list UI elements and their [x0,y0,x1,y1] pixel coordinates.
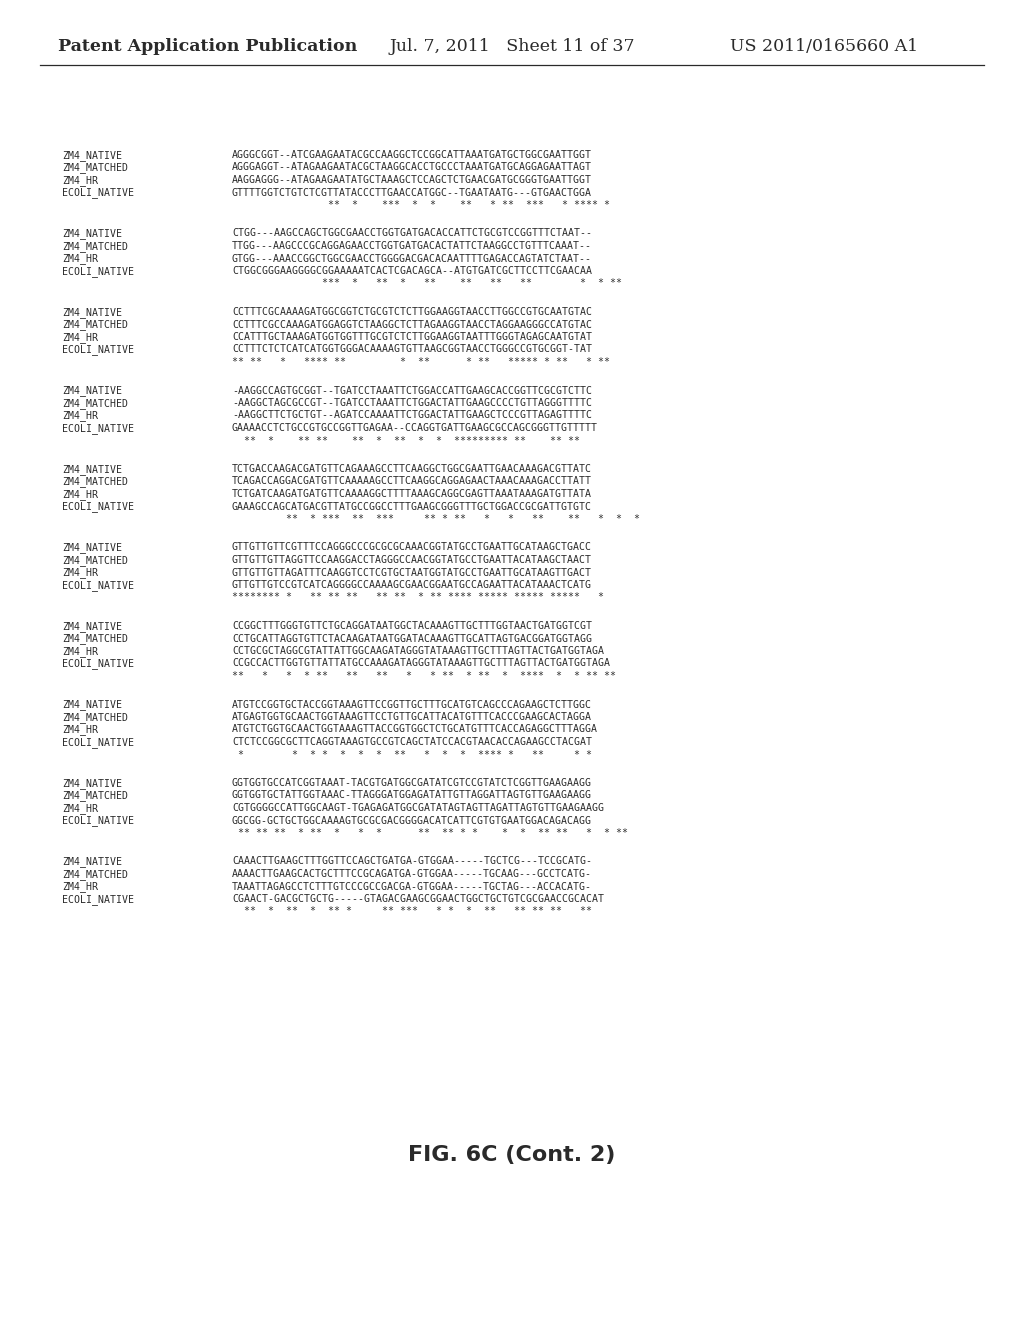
Text: ECOLI_NATIVE: ECOLI_NATIVE [62,422,134,434]
Text: ZM4_NATIVE: ZM4_NATIVE [62,465,122,475]
Text: ZM4_MATCHED: ZM4_MATCHED [62,242,128,252]
Text: CGTGGGGCCATTGGCAAGT-TGAGAGATGGCGATATAGTAGTTAGATTAGTGTTGAAGAAGG: CGTGGGGCCATTGGCAAGT-TGAGAGATGGCGATATAGTA… [232,803,604,813]
Text: CCGCCACTTGGTGTTATTATGCCAAAGATAGGGTATAAAGTTGCTTTAGTTACTGATGGTAGA: CCGCCACTTGGTGTTATTATGCCAAAGATAGGGTATAAAG… [232,659,610,668]
Text: ZM4_MATCHED: ZM4_MATCHED [62,554,128,566]
Text: CCTTTCGCAAAAGATGGCGGTCTGCGTCTCTTGGAAGGTAACCTTGGCCGTGCAATGTAC: CCTTTCGCAAAAGATGGCGGTCTGCGTCTCTTGGAAGGTA… [232,308,592,317]
Text: CAAACTTGAAGCTTTGGTTCCAGCTGATGA-GTGGAA-----TGCTCG---TCCGCATG-: CAAACTTGAAGCTTTGGTTCCAGCTGATGA-GTGGAA---… [232,857,592,866]
Text: **  *    ** **    **  *  **  *  *  ********* **    ** **: ** * ** ** ** * ** * * ********* ** ** *… [232,436,580,446]
Text: -AAGGCCAGTGCGGT--TGATCCTAAATTCTGGACCATTGAAGCACCGGTTCGCGTCTTC: -AAGGCCAGTGCGGT--TGATCCTAAATTCTGGACCATTG… [232,385,592,396]
Text: GGCGG-GCTGCTGGCAAAAGTGCGCGACGGGGACATCATTCGTGTGAATGGACAGACAGG: GGCGG-GCTGCTGGCAAAAGTGCGCGACGGGGACATCATT… [232,816,592,825]
Text: CCTGCATTAGGTGTTCTACAAGATAATGGATACAAAGTTGCATTAGTGACGGATGGTAGG: CCTGCATTAGGTGTTCTACAAGATAATGGATACAAAGTTG… [232,634,592,644]
Text: ******** *   ** ** **   ** **  * ** **** ***** ***** *****   *: ******** * ** ** ** ** ** * ** **** ****… [232,593,610,602]
Text: ZM4_MATCHED: ZM4_MATCHED [62,477,128,487]
Text: ZM4_HR: ZM4_HR [62,882,98,892]
Text: ZM4_HR: ZM4_HR [62,176,98,186]
Text: ECOLI_NATIVE: ECOLI_NATIVE [62,579,134,591]
Text: ZM4_HR: ZM4_HR [62,645,98,657]
Text: AGGGCGGT--ATCGAAGAATACGCCAAGGCTCCGGCATTAAATGATGCTGGCGAATTGGT: AGGGCGGT--ATCGAAGAATACGCCAAGGCTCCGGCATTA… [232,150,592,160]
Text: ***  *   **  *   **    **   **   **        *  * **: *** * ** * ** ** ** ** * * ** [232,279,622,289]
Text: ZM4_NATIVE: ZM4_NATIVE [62,700,122,710]
Text: GTTTTGGTCTGTCTCGTTATACCCTTGAACCATGGC--TGAATAATG---GTGAACTGGA: GTTTTGGTCTGTCTCGTTATACCCTTGAACCATGGC--TG… [232,187,592,198]
Text: ZM4_HR: ZM4_HR [62,568,98,578]
Text: US 2011/0165660 A1: US 2011/0165660 A1 [730,38,919,55]
Text: -AAGGCTTCTGCTGT--AGATCCAAAATTCTGGACTATTGAAGCTCCCGTTAGAGTTTTC: -AAGGCTTCTGCTGT--AGATCCAAAATTCTGGACTATTG… [232,411,592,421]
Text: CGAACT-GACGCTGCTG-----GTAGACGAAGCGGAACTGGCTGCTGTCGCGAACCGCACAT: CGAACT-GACGCTGCTG-----GTAGACGAAGCGGAACTG… [232,894,604,904]
Text: TTGG---AAGCCCGCAGGAGAACCTGGTGATGACACTATTCTAAGGCCTGTTTCAAAT--: TTGG---AAGCCCGCAGGAGAACCTGGTGATGACACTATT… [232,242,592,251]
Text: ZM4_HR: ZM4_HR [62,488,98,500]
Text: **  *    ***  *  *    **   * **  ***   * **** *: ** * *** * * ** * ** *** * **** * [232,201,616,210]
Text: ATGTCTGGTGCAACTGGTAAAGTTACCGGTGGCTCTGCATGTTTCACCAGAGGCTTTAGGA: ATGTCTGGTGCAACTGGTAAAGTTACCGGTGGCTCTGCAT… [232,725,598,734]
Text: ZM4_HR: ZM4_HR [62,803,98,814]
Text: AAGGAGGG--ATAGAAGAATATGCTAAAGCTCCAGCTCTGAACGATGCGGGTGAATTGGT: AAGGAGGG--ATAGAAGAATATGCTAAAGCTCCAGCTCTG… [232,176,592,185]
Text: Patent Application Publication: Patent Application Publication [58,38,357,55]
Text: ECOLI_NATIVE: ECOLI_NATIVE [62,894,134,906]
Text: GTTGTTGTTAGATTTCAAGGTCCTCGTGCTAATGGTATGCCTGAATTGCATAAGTTGACT: GTTGTTGTTAGATTTCAAGGTCCTCGTGCTAATGGTATGC… [232,568,592,578]
Text: ZM4_HR: ZM4_HR [62,333,98,343]
Text: ZM4_MATCHED: ZM4_MATCHED [62,711,128,723]
Text: CTGGCGGGAAGGGGCGGAAAAATCACTCGACAGCA--ATGTGATCGCTTCCTTCGAACAA: CTGGCGGGAAGGGGCGGAAAAATCACTCGACAGCA--ATG… [232,267,592,276]
Text: ZM4_NATIVE: ZM4_NATIVE [62,308,122,318]
Text: ZM4_MATCHED: ZM4_MATCHED [62,869,128,880]
Text: AAAACTTGAAGCACTGCTTTCCGCAGATGA-GTGGAA-----TGCAAG---GCCTCATG-: AAAACTTGAAGCACTGCTTTCCGCAGATGA-GTGGAA---… [232,869,592,879]
Text: ECOLI_NATIVE: ECOLI_NATIVE [62,816,134,826]
Text: CTCTCCGGCGCTTCAGGTAAAGTGCCGTCAGCTATCCACGTAACACCAGAAGCCTACGAT: CTCTCCGGCGCTTCAGGTAAAGTGCCGTCAGCTATCCACG… [232,737,592,747]
Text: GAAAACCTCTGCCGTGCCGGTTGAGAA--CCAGGTGATTGAAGCGCCAGCGGGTTGTTTTT: GAAAACCTCTGCCGTGCCGGTTGAGAA--CCAGGTGATTG… [232,422,598,433]
Text: GTTGTTGTTAGGTTCCAAGGACCTAGGGCCAACGGTATGCCTGAATTACATAAGCTAACT: GTTGTTGTTAGGTTCCAAGGACCTAGGGCCAACGGTATGC… [232,554,592,565]
Text: TCTGATCAAGATGATGTTCAAAAGGCTTTTAAAGCAGGCGAGTTAAATAAAGATGTTATA: TCTGATCAAGATGATGTTCAAAAGGCTTTTAAAGCAGGCG… [232,488,592,499]
Text: CCTGCGCTAGGCGTATTATTGGCAAGATAGGGTATAAAGTTGCTTTAGTTACTGATGGTAGA: CCTGCGCTAGGCGTATTATTGGCAAGATAGGGTATAAAGT… [232,645,604,656]
Text: ECOLI_NATIVE: ECOLI_NATIVE [62,267,134,277]
Text: ATGTCCGGTGCTACCGGTAAAGTTCCGGTTGCTTTGCATGTCAGCCCAGAAGCTCTTGGC: ATGTCCGGTGCTACCGGTAAAGTTCCGGTTGCTTTGCATG… [232,700,592,710]
Text: GGTGGTGCCATCGGTAAAT-TACGTGATGGCGATATCGTCCGTATCTCGGTTGAAGAAGG: GGTGGTGCCATCGGTAAAT-TACGTGATGGCGATATCGTC… [232,777,592,788]
Text: ZM4_NATIVE: ZM4_NATIVE [62,150,122,161]
Text: **  * ***  **  ***     ** * **   *   *   **    **   *  *  *: ** * *** ** *** ** * ** * * ** ** * * * [232,513,640,524]
Text: CTGG---AAGCCAGCTGGCGAACCTGGTGATGACACCATTCTGCGTCCGGTTTCTAAT--: CTGG---AAGCCAGCTGGCGAACCTGGTGATGACACCATT… [232,228,592,239]
Text: ZM4_NATIVE: ZM4_NATIVE [62,620,122,632]
Text: CCTTTCGCCAAAGATGGAGGTCTAAGGCTCTTAGAAGGTAACCTAGGAAGGGCCATGTAC: CCTTTCGCCAAAGATGGAGGTCTAAGGCTCTTAGAAGGTA… [232,319,592,330]
Text: **   *   *  * **   **   **   *   * **  * **  *  ****  *  * ** **: ** * * * ** ** ** * * ** * ** * **** * *… [232,671,616,681]
Text: ZM4_MATCHED: ZM4_MATCHED [62,399,128,409]
Text: ZM4_NATIVE: ZM4_NATIVE [62,777,122,789]
Text: TAAATTAGAGCCTCTTTGTCCCGCCGACGA-GTGGAA-----TGCTAG---ACCACATG-: TAAATTAGAGCCTCTTTGTCCCGCCGACGA-GTGGAA---… [232,882,592,891]
Text: ZM4_NATIVE: ZM4_NATIVE [62,857,122,867]
Text: -AAGGCTAGCGCCGT--TGATCCTAAATTCTGGACTATTGAAGCCCCTGTTAGGGTTTTC: -AAGGCTAGCGCCGT--TGATCCTAAATTCTGGACTATTG… [232,399,592,408]
Text: ZM4_HR: ZM4_HR [62,253,98,264]
Text: ZM4_MATCHED: ZM4_MATCHED [62,634,128,644]
Text: FIG. 6C (Cont. 2): FIG. 6C (Cont. 2) [409,1144,615,1166]
Text: ECOLI_NATIVE: ECOLI_NATIVE [62,345,134,355]
Text: ZM4_NATIVE: ZM4_NATIVE [62,385,122,396]
Text: Jul. 7, 2011   Sheet 11 of 37: Jul. 7, 2011 Sheet 11 of 37 [390,38,636,55]
Text: TCTGACCAAGACGATGTTCAGAAAGCCTTCAAGGCTGGCGAATTGAACAAAGACGTTATC: TCTGACCAAGACGATGTTCAGAAAGCCTTCAAGGCTGGCG… [232,465,592,474]
Text: ECOLI_NATIVE: ECOLI_NATIVE [62,737,134,748]
Text: GTGG---AAACCGGCTGGCGAACCTGGGGACGACACAATTTTGAGACCAGTATCTAAT--: GTGG---AAACCGGCTGGCGAACCTGGGGACGACACAATT… [232,253,592,264]
Text: CCATTTGCTAAAGATGGTGGTTTGCGTCTCTTGGAAGGTAATTTGGGTAGAGCAATGTAT: CCATTTGCTAAAGATGGTGGTTTGCGTCTCTTGGAAGGTA… [232,333,592,342]
Text: ZM4_MATCHED: ZM4_MATCHED [62,791,128,801]
Text: AGGGAGGT--ATAGAAGAATACGCTAAGGCACCTGCCCTAAATGATGCAGGAGAATTAGT: AGGGAGGT--ATAGAAGAATACGCTAAGGCACCTGCCCTA… [232,162,592,173]
Text: ECOLI_NATIVE: ECOLI_NATIVE [62,659,134,669]
Text: TCAGACCAGGACGATGTTCAAAAAGCCTTCAAGGCAGGAGAACTAAACAAAGACCTTATT: TCAGACCAGGACGATGTTCAAAAAGCCTTCAAGGCAGGAG… [232,477,592,487]
Text: ATGAGTGGTGCAACTGGTAAAGTTCCTGTTGCATTACATGTTTCACCCGAAGCACTAGGA: ATGAGTGGTGCAACTGGTAAAGTTCCTGTTGCATTACATG… [232,711,592,722]
Text: ZM4_HR: ZM4_HR [62,725,98,735]
Text: **  *  **  *  ** *     ** ***   * *  *  **   ** ** **   **: ** * ** * ** * ** *** * * * ** ** ** ** … [232,907,592,916]
Text: ** ** **  * **  *   *  *      **  ** * *    *  *  ** **   *  * **: ** ** ** * ** * * * ** ** * * * * ** ** … [232,828,628,838]
Text: ZM4_HR: ZM4_HR [62,411,98,421]
Text: GTTGTTGTCCGTCATCAGGGGCCAAAAGCGAACGGAATGCCAGAATTACATAAACTCATG: GTTGTTGTCCGTCATCAGGGGCCAAAAGCGAACGGAATGC… [232,579,592,590]
Text: ** **   *   **** **         *  **      * **   ***** * **   * **: ** ** * **** ** * ** * ** ***** * ** * *… [232,356,610,367]
Text: ZM4_MATCHED: ZM4_MATCHED [62,319,128,330]
Text: ECOLI_NATIVE: ECOLI_NATIVE [62,187,134,198]
Text: GTTGTTGTTCGTTTCCAGGGCCCGCGCGCAAACGGTATGCCTGAATTGCATAAGCTGACC: GTTGTTGTTCGTTTCCAGGGCCCGCGCGCAAACGGTATGC… [232,543,592,553]
Text: GGTGGTGCTATTGGTAAAC-TTAGGGATGGAGATATTGTTAGGATTAGTGTTGAAGAAGG: GGTGGTGCTATTGGTAAAC-TTAGGGATGGAGATATTGTT… [232,791,592,800]
Text: ECOLI_NATIVE: ECOLI_NATIVE [62,502,134,512]
Text: GAAAGCCAGCATGACGTTATGCCGGCCTTTGAAGCGGGTTTGCTGGACCGCGATTGTGTC: GAAAGCCAGCATGACGTTATGCCGGCCTTTGAAGCGGGTT… [232,502,592,511]
Text: ZM4_MATCHED: ZM4_MATCHED [62,162,128,173]
Text: ZM4_NATIVE: ZM4_NATIVE [62,543,122,553]
Text: CCTTTCTCTCATCATGGTGGGACAAAAGTGTTAAGCGGTAACCTGGGCCGTGCGGT-TAT: CCTTTCTCTCATCATGGTGGGACAAAAGTGTTAAGCGGTA… [232,345,592,355]
Text: CCGGCTTTGGGTGTTCTGCAGGATAATGGCTACAAAGTTGCTTTGGTAACTGATGGTCGT: CCGGCTTTGGGTGTTCTGCAGGATAATGGCTACAAAGTTG… [232,620,592,631]
Text: *        *  * *  *  *  *  **   *  *  *  **** *   **     * *: * * * * * * * ** * * * **** * ** * * [232,750,592,759]
Text: ZM4_NATIVE: ZM4_NATIVE [62,228,122,239]
